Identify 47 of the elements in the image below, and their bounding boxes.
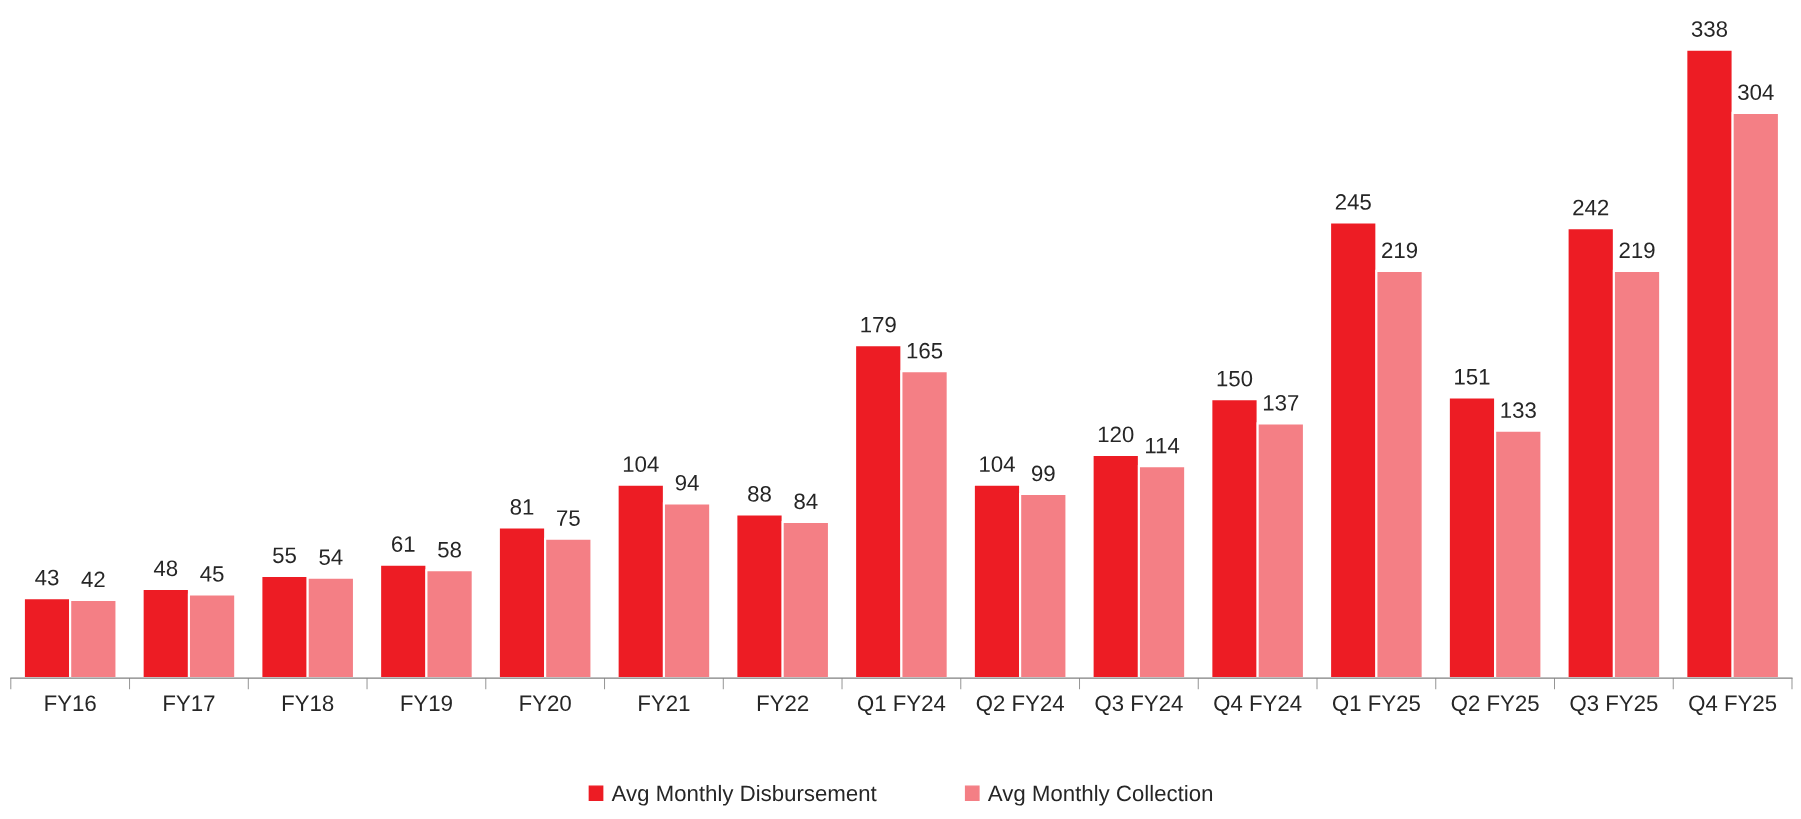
x-tick-label: Q2 FY25 [1451,695,1539,716]
data-label: 120 [1098,426,1134,443]
legend-label: Avg Monthly Collection [987,784,1213,806]
data-label: 338 [1691,21,1728,37]
data-label: 84 [794,493,818,510]
data-label: 179 [861,316,896,333]
data-label: 219 [1619,242,1655,259]
data-label: 75 [557,510,580,526]
x-tick-label: Q3 FY25 [1570,695,1658,716]
x-tick-label: FY22 [757,695,809,711]
data-label: 104 [980,456,1015,473]
x-tick-label: FY21 [639,695,690,711]
data-label: 219 [1382,242,1418,259]
data-label: 245 [1335,194,1371,210]
data-label: 45 [200,566,224,582]
x-tick-label: Q3 FY24 [1095,695,1183,716]
data-label: 150 [1217,370,1253,387]
data-label: 88 [748,486,771,502]
data-label: 133 [1501,402,1536,419]
data-label: 61 [392,536,415,552]
x-tick-label: FY16 [45,695,96,712]
data-label: 48 [153,560,178,577]
data-label: 104 [623,456,659,473]
legend-label: Avg Monthly Disbursement [611,784,877,806]
x-tick-label: FY19 [401,695,452,712]
data-label: 94 [675,474,699,491]
data-label: 242 [1573,199,1609,216]
x-tick-label: Q1 FY24 [857,695,946,716]
x-tick-label: Q1 FY25 [1332,695,1420,716]
x-tick-label: FY18 [282,695,334,712]
data-label: 42 [81,571,105,588]
data-label: 43 [35,569,59,586]
x-tick-label: Q4 FY25 [1689,695,1777,716]
x-tick-label: Q2 FY24 [976,695,1064,716]
data-label: 99 [1031,465,1055,482]
data-label: 54 [319,549,343,565]
data-label: 304 [1738,84,1774,101]
x-tick-label: FY20 [520,695,571,712]
data-label: 55 [273,547,296,564]
x-tick-label: Q4 FY24 [1214,695,1302,716]
data-label: 137 [1263,394,1299,411]
data-label: 81 [510,499,534,515]
data-label: 151 [1455,369,1490,385]
x-tick-label: FY17 [164,695,215,711]
data-label: 165 [907,342,943,359]
data-label: 58 [438,541,461,558]
data-label: 114 [1146,437,1180,454]
